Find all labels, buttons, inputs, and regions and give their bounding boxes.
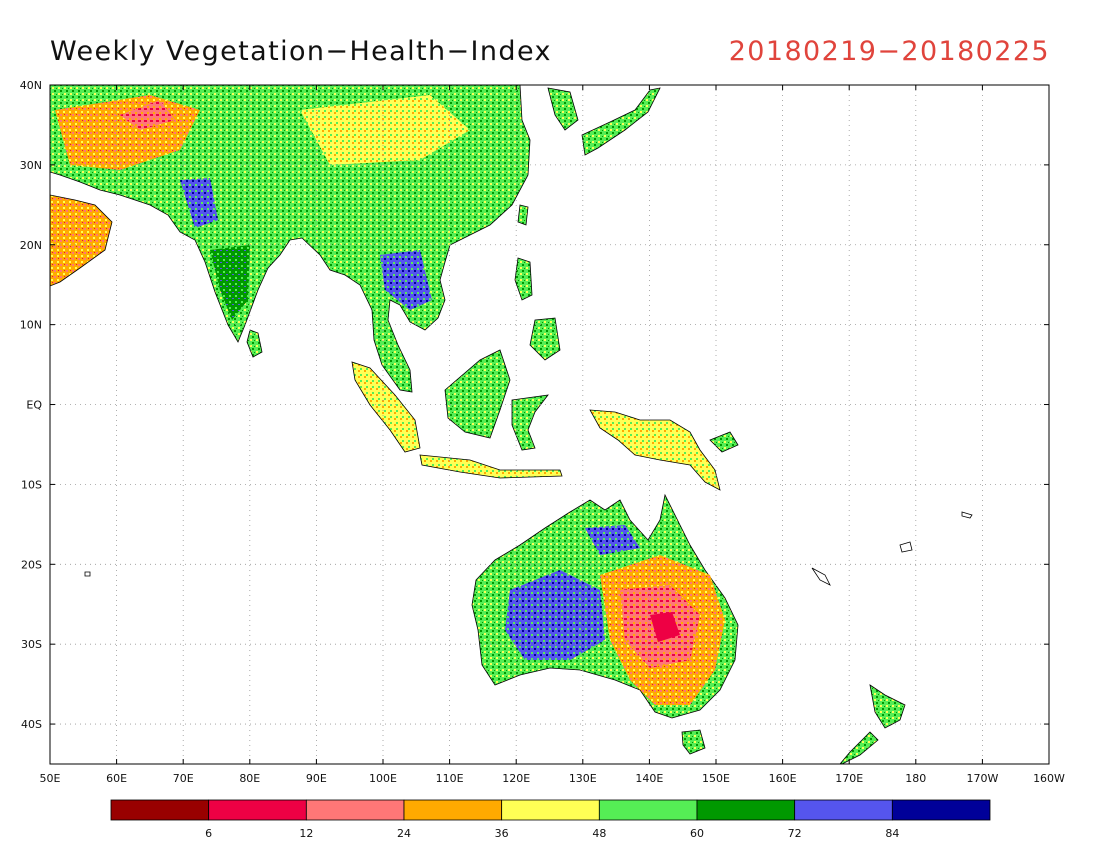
lat-label: 20N (20, 239, 42, 252)
lon-label: 170W (966, 772, 998, 785)
lat-label: 40S (21, 718, 42, 731)
lon-label: 60E (106, 772, 127, 785)
lat-label: 10N (20, 319, 42, 332)
lon-label: 50E (40, 772, 61, 785)
lon-label: 130E (569, 772, 597, 785)
lon-label: 170E (835, 772, 863, 785)
colorbar-label: 12 (299, 827, 313, 840)
colorbar-label: 6 (205, 827, 212, 840)
colorbar-label: 60 (690, 827, 704, 840)
lon-label: 110E (436, 772, 464, 785)
colorbar: 6 12 24 36 48 60 72 84 (110, 799, 991, 840)
lon-label: 90E (306, 772, 327, 785)
longitude-labels: 50E 60E 70E 80E 90E 100E 110E 120E 130E 140E 150E 1… (40, 772, 1066, 785)
lon-label: 160E (769, 772, 797, 785)
lat-label: 30N (20, 159, 42, 172)
colorbar-swatch (403, 799, 503, 821)
lon-label: 80E (239, 772, 260, 785)
map-title: Weekly Vegetation−Health−Index (50, 36, 552, 67)
colorbar-label: 72 (788, 827, 802, 840)
lon-label: 100E (369, 772, 397, 785)
axis-ticks (49, 84, 1050, 764)
colorbar-label: 24 (397, 827, 411, 840)
colorbar-swatch (696, 799, 796, 821)
colorbar-swatch (794, 799, 893, 821)
colorbar-swatch (501, 799, 600, 821)
colorbar-swatch (110, 799, 210, 821)
colorbar-label: 48 (592, 827, 606, 840)
lon-label: 160W (1033, 772, 1065, 785)
lon-label: 120E (502, 772, 530, 785)
lat-label: 20S (21, 558, 42, 571)
colorbar-swatch (208, 799, 307, 821)
arabia-landmass (50, 194, 113, 287)
colorbar-swatch (305, 799, 405, 821)
grid-lines (50, 85, 1049, 764)
lon-label: 150E (702, 772, 730, 785)
lat-label: 30S (21, 638, 42, 651)
lon-label: 180 (905, 772, 926, 785)
lon-label: 70E (173, 772, 194, 785)
latitude-labels: 40N 30N 20N 10N EQ 10S 20S 30S 40S (20, 79, 43, 731)
lat-label: 10S (21, 478, 42, 491)
colorbar-swatch (598, 799, 698, 821)
lon-label: 140E (635, 772, 663, 785)
colorbar-label: 84 (885, 827, 899, 840)
map-frame (49, 84, 1050, 765)
land-masses (50, 85, 973, 764)
lat-label: 40N (20, 79, 42, 92)
date-range: 20180219−20180225 (728, 36, 1050, 67)
lat-label: EQ (26, 399, 42, 412)
colorbar-label: 36 (495, 827, 509, 840)
colorbar-swatch (891, 799, 991, 821)
